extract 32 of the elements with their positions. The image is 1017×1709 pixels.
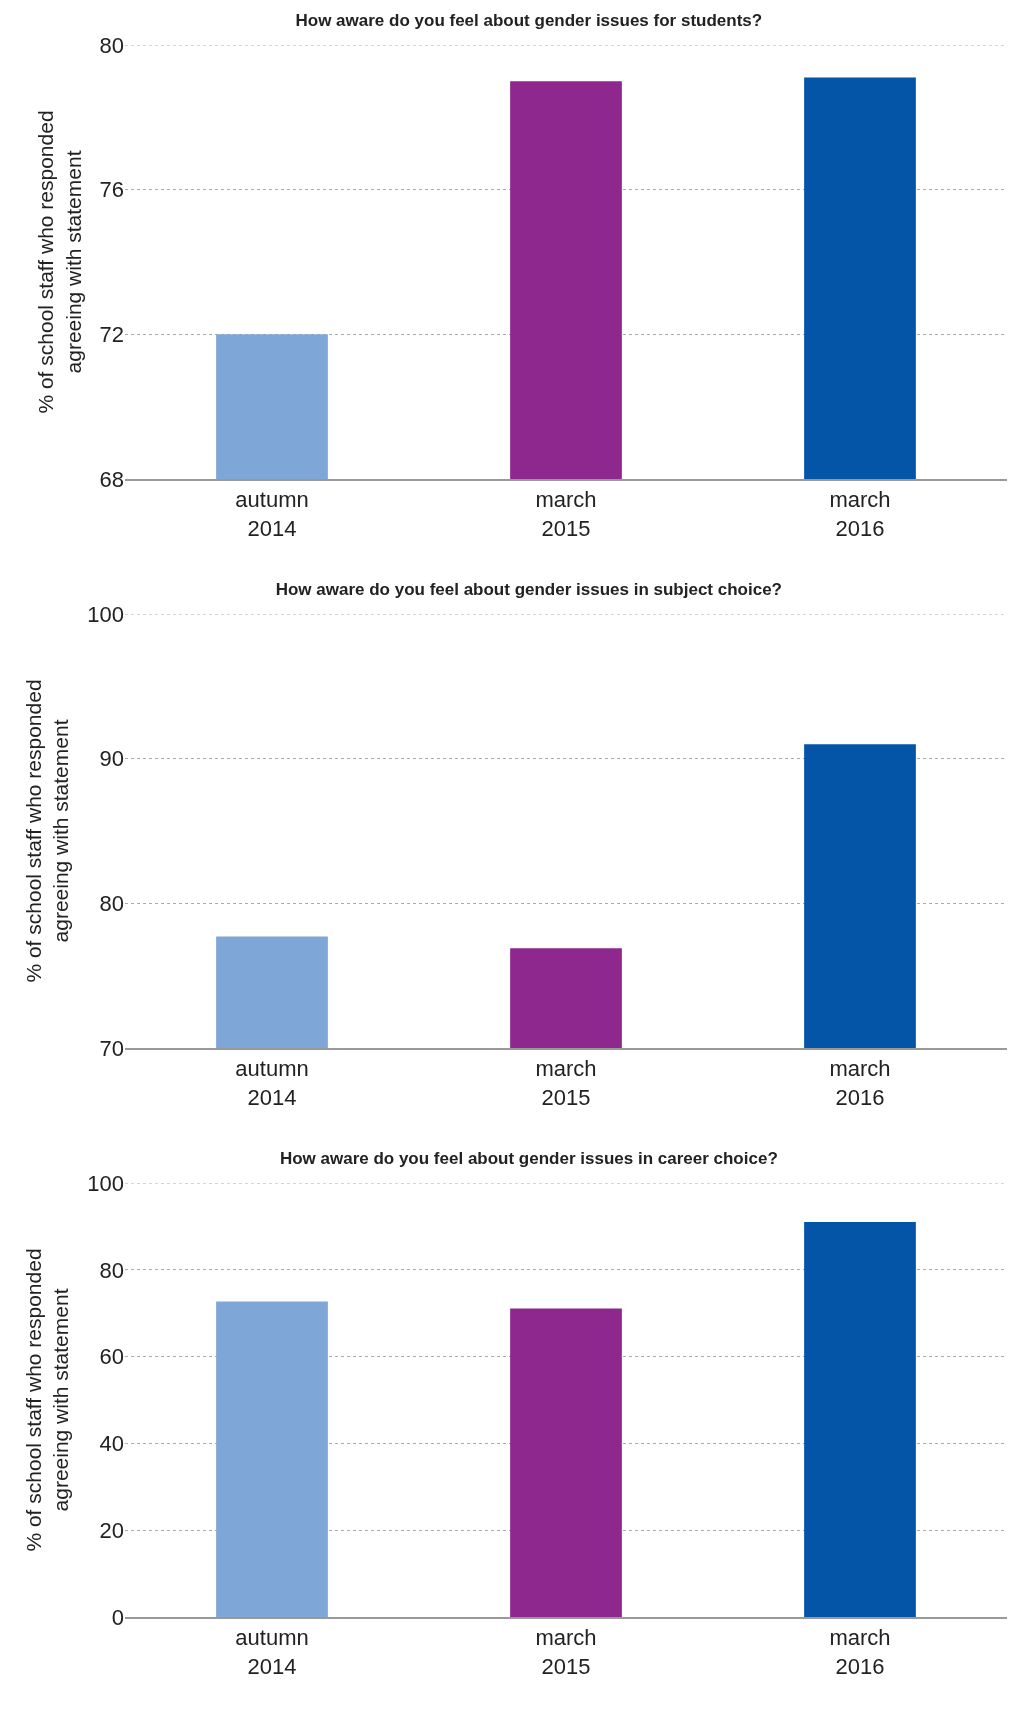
- y-tick-label: 60: [99, 1344, 124, 1370]
- y-axis-title: % of school staff who responded agreeing with statement: [34, 110, 85, 414]
- y-tick-label: 20: [99, 1517, 124, 1543]
- y-tick-label: 76: [99, 177, 124, 203]
- x-tick-label: march 2015: [535, 1056, 597, 1110]
- y-axis-title: % of school staff who responded agreeing with statement: [22, 1248, 73, 1552]
- y-tick-label: 90: [99, 746, 124, 772]
- x-tick-label: autumn 2014: [235, 487, 309, 541]
- y-tick-label: 80: [99, 891, 124, 917]
- chart-title: How aware do you feel about gender issues in career choice?: [279, 1149, 778, 1169]
- y-tick-label: 40: [99, 1431, 124, 1457]
- bar: [510, 1308, 622, 1617]
- y-tick-label: 80: [99, 1257, 124, 1283]
- x-tick-label: march 2016: [829, 487, 891, 541]
- x-tick-label: march 2015: [535, 487, 597, 541]
- x-tick-label: march 2016: [829, 1056, 891, 1110]
- x-tick-label: march 2016: [829, 1625, 891, 1679]
- y-tick-label: 100: [87, 1170, 124, 1196]
- x-tick-label: autumn 2014: [235, 1056, 309, 1110]
- chart-title: How aware do you feel about gender issues in subject choice?: [275, 580, 783, 600]
- bar: [804, 1222, 916, 1617]
- y-tick-label: 70: [99, 1035, 124, 1061]
- y-axis-title: % of school staff who responded agreeing with statement: [22, 679, 73, 983]
- y-tick-label: 100: [87, 601, 124, 627]
- bar: [216, 1301, 328, 1617]
- x-tick-label: march 2015: [535, 1625, 597, 1679]
- y-tick-label: 68: [99, 466, 124, 492]
- y-tick-label: 0: [111, 1604, 124, 1630]
- y-tick-label: 80: [99, 32, 124, 58]
- y-tick-label: 72: [99, 322, 124, 348]
- chart-title: How aware do you feel about gender issues for students?: [295, 11, 763, 31]
- x-tick-label: autumn 2014: [235, 1625, 309, 1679]
